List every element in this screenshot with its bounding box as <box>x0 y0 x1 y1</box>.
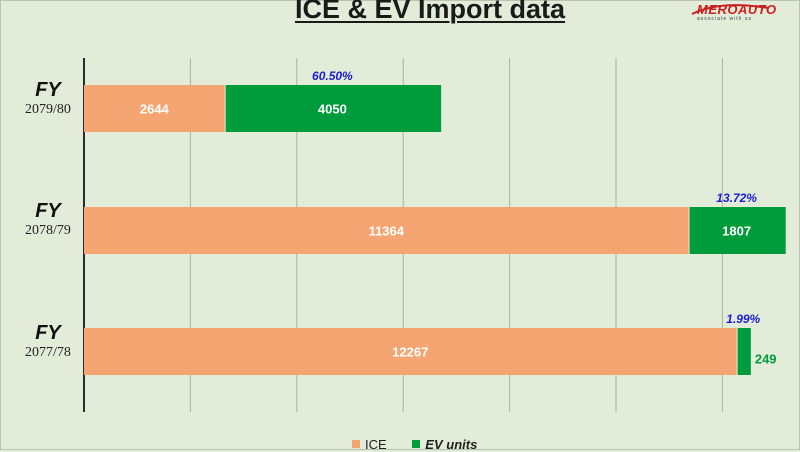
category-label: FY <box>35 322 61 344</box>
legend-ev: EV units <box>412 437 477 452</box>
data-label-ev: 249 <box>755 352 777 367</box>
data-label-ice: 2644 <box>140 102 170 117</box>
legend-ice-swatch <box>352 440 360 448</box>
logo-tagline: associate with us <box>697 16 753 22</box>
legend-ev-swatch <box>412 440 421 448</box>
legend-ice: ICE <box>352 437 387 452</box>
ev-share-annotation: 13.72% <box>716 191 757 205</box>
legend: ICE EV units <box>352 437 499 452</box>
logo-swoosh <box>691 4 769 15</box>
category-2077-78: FY 2077/78 <box>8 322 88 362</box>
data-label-ice: 12267 <box>392 345 428 360</box>
bar-ev <box>689 207 786 254</box>
legend-ev-label: EV units <box>425 437 478 452</box>
legend-ice-label: ICE <box>365 437 387 452</box>
ev-share-annotation: 60.50% <box>312 69 353 83</box>
data-label-ev: 1807 <box>722 224 751 239</box>
category-2079-80: FY 2079/80 <box>8 79 88 119</box>
category-year: 2079/80 <box>25 102 71 117</box>
bar-ev <box>225 85 442 132</box>
bar-ev <box>737 328 751 375</box>
bar-ice <box>84 207 689 254</box>
category-year: 2077/78 <box>25 345 71 360</box>
bar-ice <box>84 328 737 375</box>
category-year: 2078/79 <box>25 223 71 238</box>
data-label-ice: 11364 <box>369 224 405 239</box>
category-2078-79: FY 2078/79 <box>8 200 88 240</box>
data-label-ev: 4050 <box>318 102 347 117</box>
chart-title: ICE & EV Import data <box>294 0 566 24</box>
logo-text: MEROAUTO <box>697 2 777 17</box>
ev-share-annotation: 1.99% <box>726 312 760 326</box>
category-label: FY <box>35 79 61 101</box>
bar-ice <box>84 85 225 132</box>
category-label: FY <box>35 200 61 222</box>
